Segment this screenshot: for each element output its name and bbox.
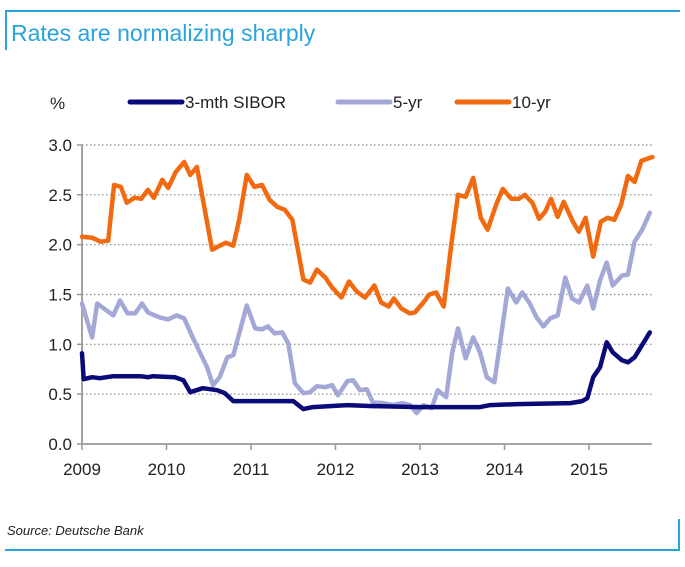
legend-label: 5-yr [393,93,423,112]
y-tick-label: 3.0 [48,136,72,155]
footer-frame-right [678,519,680,550]
legend-label: 3-mth SIBOR [185,93,286,112]
y-tick-label: 1.5 [48,286,72,305]
footer-frame-bottom [5,549,680,551]
legend-label: 10-yr [512,93,551,112]
x-tick-label: 2010 [148,460,186,479]
y-tick-label: 0.5 [48,385,72,404]
x-tick-label: 2012 [317,460,355,479]
series-line-5-yr [79,210,653,416]
series-line-10-yr [79,154,655,316]
legend: % 3-mth SIBOR 5-yr 10-yr [50,93,551,113]
y-tick-label: 0.0 [48,435,72,454]
gridlines [82,144,652,395]
y-tick-label: 2.5 [48,186,72,205]
source-note: Source: Deutsche Bank [7,523,144,538]
y-tick-label: 1.0 [48,335,72,354]
chart-title: Rates are normalizing sharply [11,20,316,46]
x-tick-label: 2015 [570,460,608,479]
axes: 0.0 0.5 1.0 1.5 2.0 2.5 3.0 2009 2010 2011 2012 201… [48,136,652,479]
series-lines [79,154,655,416]
series-line-3-mth-sibor [79,330,653,412]
title-frame-left [5,10,7,50]
title-frame-top [5,10,680,12]
x-tick-label: 2009 [63,460,101,479]
x-tick-label: 2013 [401,460,439,479]
y-tick-label: 2.0 [48,236,72,255]
x-tick-label: 2011 [233,460,270,479]
y-axis-unit-label: % [50,94,65,113]
x-tick-label: 2014 [486,460,524,479]
